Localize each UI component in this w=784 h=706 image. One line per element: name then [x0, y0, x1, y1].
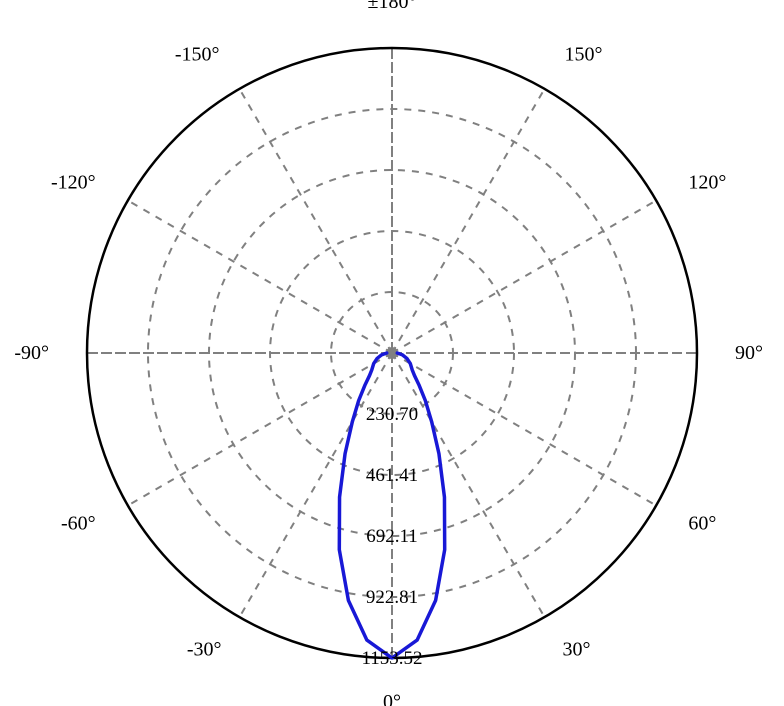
angle-label: -150°	[175, 44, 220, 66]
angular-grid-spoke	[392, 89, 545, 353]
angle-label: 120°	[688, 172, 726, 194]
radial-tick-label: 922.81	[366, 587, 418, 608]
radial-tick-label: 230.70	[366, 404, 418, 425]
angle-label: 60°	[688, 513, 716, 535]
angular-grid-spoke	[128, 201, 392, 354]
angular-grid-spoke	[240, 89, 393, 353]
angle-label: -30°	[187, 638, 222, 660]
angle-label: 90°	[735, 342, 763, 364]
angle-label: -90°	[14, 342, 49, 364]
angular-grid-spoke	[392, 201, 656, 354]
angle-label: -120°	[51, 172, 96, 194]
angle-label: ±180°	[368, 0, 417, 13]
radial-tick-label: 692.11	[366, 526, 418, 547]
radial-tick-label: 1153.52	[361, 648, 422, 669]
angle-label: 150°	[565, 44, 603, 66]
angle-label: 0°	[383, 691, 401, 706]
polar-chart: 230.70 461.41 692.11 922.81 1153.52 ±180° 150°…	[0, 0, 784, 706]
radial-tick-label: 461.41	[366, 465, 418, 486]
angle-label: -60°	[61, 513, 96, 535]
angle-label: 30°	[563, 638, 591, 660]
